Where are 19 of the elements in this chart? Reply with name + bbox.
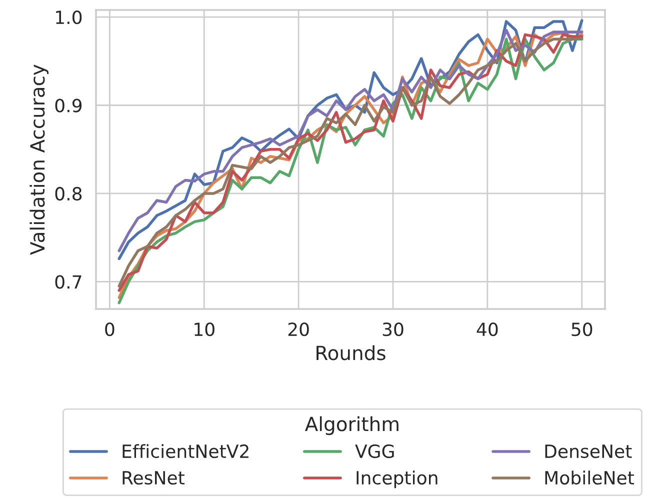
x-tick-label: 0 — [105, 322, 114, 336]
y-tick-label: 0.9 — [55, 98, 82, 112]
x-tick-label: 50 — [572, 322, 592, 336]
x-tick-label: 30 — [382, 322, 404, 336]
legend-label: MobileNet — [545, 470, 634, 485]
legend-label: VGG — [355, 444, 394, 458]
legend-label: ResNet — [122, 471, 184, 485]
y-tick-label: 0.8 — [55, 186, 82, 201]
legend-label: DenseNet — [545, 444, 632, 458]
legend-label: EfficientNetV2 — [122, 444, 248, 458]
x-tick-label: 40 — [476, 322, 498, 336]
x-tick-label: 10 — [194, 322, 214, 336]
legend-label: Inception — [356, 470, 438, 488]
y-axis-title: Validation Accuracy — [30, 64, 49, 255]
x-tick-label: 20 — [288, 322, 309, 336]
x-axis-title: Rounds — [316, 345, 386, 360]
y-tick-label: 0.7 — [55, 275, 82, 289]
legend-title: Algorithm — [304, 416, 398, 436]
y-tick-label: 1.0 — [56, 10, 82, 24]
